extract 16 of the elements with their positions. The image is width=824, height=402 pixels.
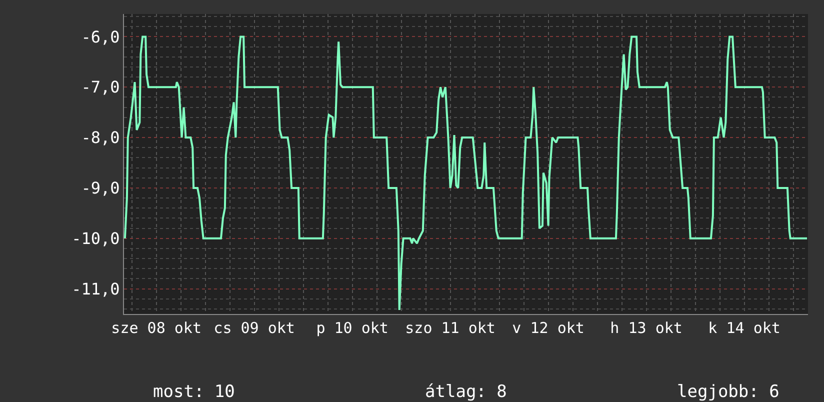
x-tick-label: cs 09 okt [214, 319, 295, 337]
y-tick-label: -6,0 [81, 27, 120, 46]
y-tick-label: -9,0 [81, 178, 120, 198]
x-tick-label: sze 08 okt [111, 319, 202, 337]
x-tick-label: k 14 okt [708, 319, 780, 337]
y-tick-label: -11,0 [72, 279, 120, 298]
text: legjobb: 6 [677, 382, 780, 402]
y-tick-label: -8,0 [81, 128, 120, 148]
x-tick-label: h 13 okt [610, 319, 682, 337]
x-tick-label: v 12 okt [512, 319, 584, 337]
y-tick-label: -7,0 [81, 78, 120, 97]
y-tick-label: -10,0 [72, 228, 120, 248]
text: átlag: 8 [425, 382, 507, 402]
x-tick-label: p 10 okt [316, 319, 388, 337]
x-tick-label: szo 11 okt [405, 319, 496, 337]
text: most: 10 [153, 382, 235, 402]
